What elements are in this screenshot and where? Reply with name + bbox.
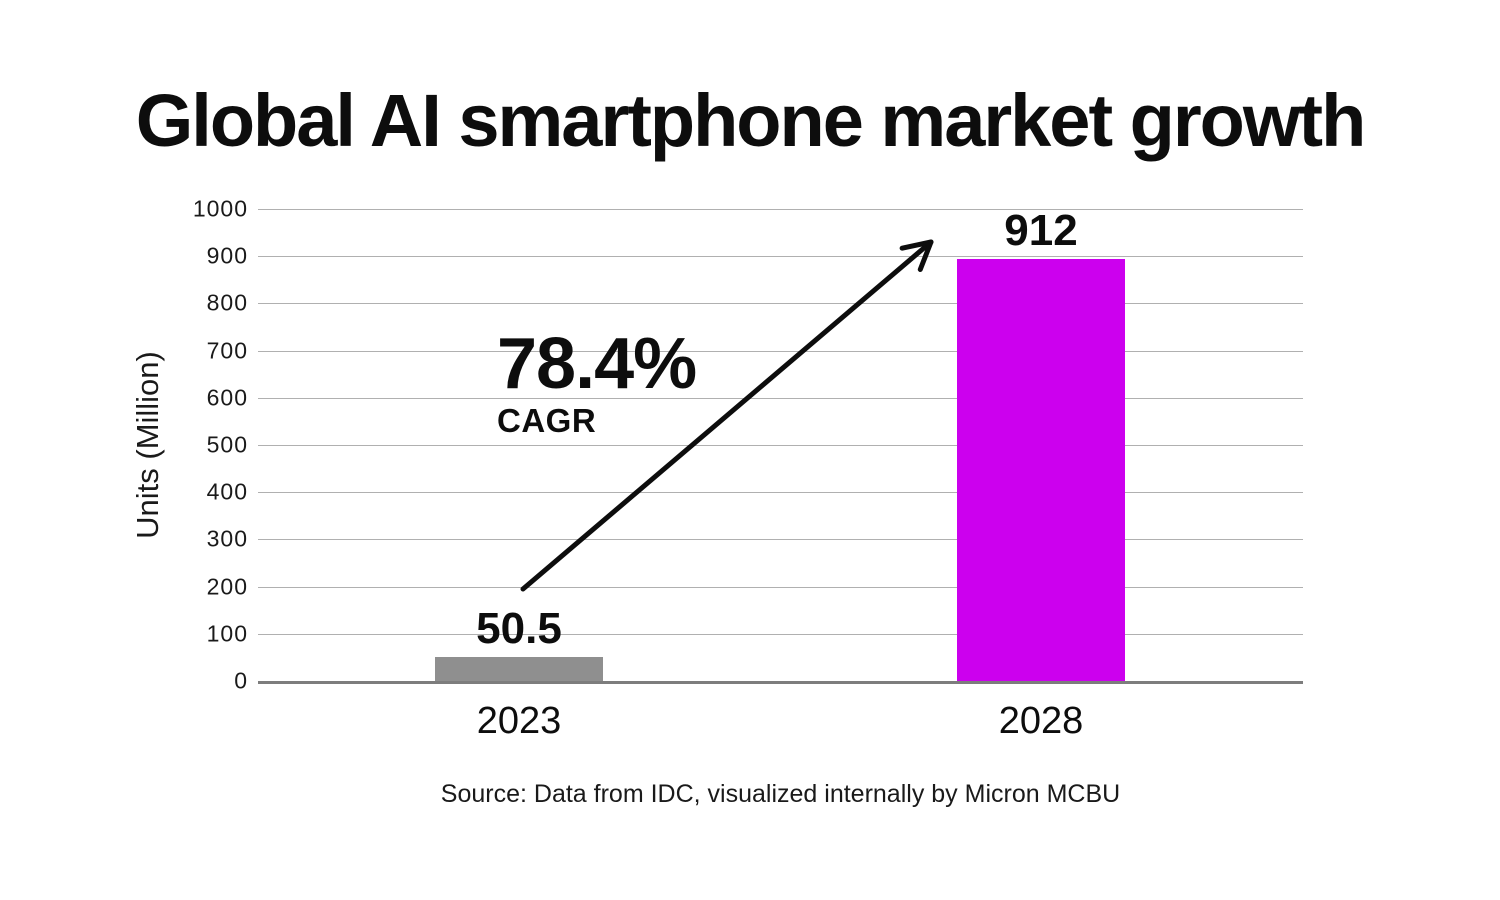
cagr-label: CAGR [497, 402, 597, 439]
y-axis: 0 100 200 300 400 500 600 700 800 900 1000 [140, 196, 248, 694]
bar-value-label-2028: 912 [1004, 206, 1078, 255]
x-tick-label-2023: 2023 [476, 700, 562, 742]
y-tick-label: 200 [206, 573, 248, 600]
y-tick-label: 100 [206, 620, 248, 647]
cagr-value: 78.4% [497, 324, 697, 404]
gridline [258, 303, 1303, 305]
gridline [258, 209, 1303, 210]
y-tick-label: 0 [234, 667, 248, 694]
bar [957, 259, 1125, 681]
y-tick-label: 900 [206, 242, 248, 269]
gridline [258, 397, 1303, 399]
gridline [258, 492, 1303, 494]
x-axis: 2023 2028 [258, 700, 1303, 750]
plot-area: 50.5 912 [258, 209, 1303, 684]
y-tick-label: 600 [206, 384, 248, 411]
gridline [258, 256, 1303, 258]
chart-title: Global AI smartphone market growth [135, 79, 1367, 162]
y-tick-label: 500 [206, 431, 248, 458]
gridline [258, 633, 1303, 635]
bar-column-2028: 912 [957, 209, 1125, 681]
source-note: Source: Data from IDC, visualized intern… [440, 780, 1121, 808]
gridline [258, 586, 1303, 588]
bar-value-label-2023: 50.5 [476, 604, 562, 654]
gridline [258, 350, 1303, 352]
bar [435, 657, 603, 681]
gridline [258, 681, 1303, 684]
y-tick-label: 800 [206, 289, 248, 316]
y-tick-label: 700 [206, 337, 248, 364]
y-tick-label: 300 [206, 525, 248, 552]
bar-column-2023: 50.5 [435, 209, 603, 681]
cagr-annotation: 78.4% CAGR [497, 324, 697, 440]
y-tick-label: 1000 [192, 195, 248, 222]
x-tick-label-2028: 2028 [998, 700, 1084, 742]
gridline [258, 539, 1303, 541]
gridline [258, 445, 1303, 446]
y-tick-label: 400 [206, 478, 248, 505]
